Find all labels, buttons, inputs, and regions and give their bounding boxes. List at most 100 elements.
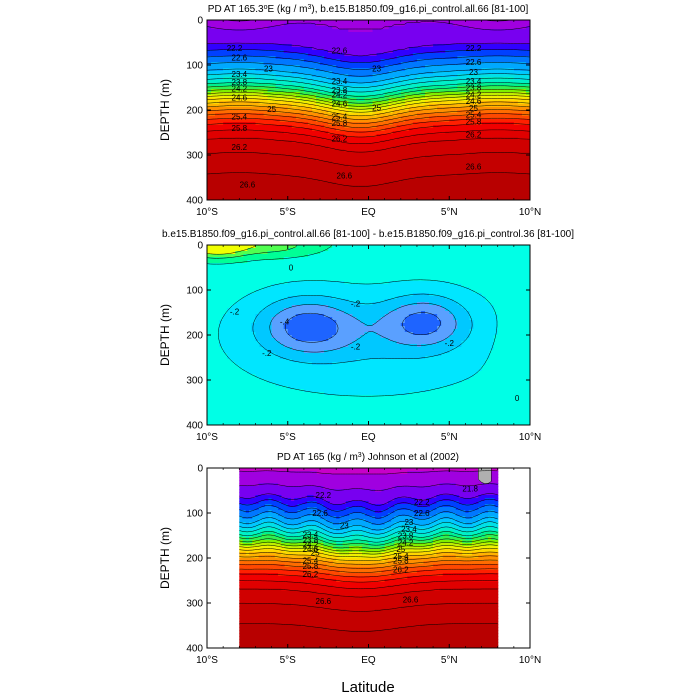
contour-cell <box>408 149 414 153</box>
contour-label: 23.8 <box>332 86 348 95</box>
contour-cell <box>364 158 370 162</box>
contour-cell <box>219 245 224 249</box>
contour-cell <box>384 95 390 99</box>
contour-cell <box>328 131 333 135</box>
contour-cell <box>251 149 257 153</box>
contour-cell <box>416 170 422 174</box>
contour-cell <box>380 185 386 189</box>
contour-cell <box>445 32 450 36</box>
contour-cell <box>328 35 333 39</box>
contour-cell <box>449 128 454 132</box>
contour-cell <box>263 86 269 90</box>
contour-cell <box>356 143 362 147</box>
contour-line <box>207 42 530 57</box>
contour-cell <box>509 20 515 24</box>
contour-cell <box>408 155 414 159</box>
contour-cell <box>372 164 378 168</box>
contour-cell <box>416 95 422 99</box>
contour-cell <box>271 68 277 72</box>
contour-cell <box>481 20 487 24</box>
contour-cell <box>461 146 466 150</box>
contour-cell <box>380 170 386 174</box>
contour-cell <box>404 161 410 165</box>
contour-cell <box>207 158 212 162</box>
contour-cell <box>231 65 236 69</box>
contour-cell <box>324 35 329 39</box>
contour-cell <box>247 176 253 180</box>
contour-cell <box>493 92 499 96</box>
contour-cell <box>251 62 257 66</box>
contour-cell <box>445 20 450 24</box>
contour-cell <box>416 89 422 93</box>
contour-cell <box>243 98 248 102</box>
contour-cell <box>477 119 483 123</box>
contour-cell <box>400 182 406 186</box>
contour-cell <box>384 32 390 36</box>
contour-cell <box>489 155 495 159</box>
contour-cell <box>445 71 450 75</box>
contour-cell <box>320 155 325 159</box>
contour-cell <box>239 104 244 108</box>
contour-cell <box>332 182 337 186</box>
contour-cell <box>231 77 236 81</box>
contour-cell <box>469 95 475 99</box>
contour-cell <box>255 47 261 51</box>
contour-cell <box>433 179 438 183</box>
contour-cell <box>497 122 503 126</box>
contour-cell <box>320 32 325 36</box>
contour-cell <box>481 77 487 81</box>
contour-cell <box>227 143 232 147</box>
contour-cell <box>420 131 426 135</box>
contour-cell <box>227 176 232 180</box>
contour-cell <box>231 161 236 165</box>
contour-cell <box>441 80 446 84</box>
contour-cell <box>441 29 446 33</box>
contour-cell <box>449 122 454 126</box>
contour-cell <box>211 83 216 87</box>
contour-cell <box>420 197 426 200</box>
contour-cell <box>299 134 305 138</box>
contour-cell <box>207 107 212 111</box>
contour-cell <box>320 53 325 57</box>
contour-cell <box>429 116 434 120</box>
contour-cell <box>453 185 458 189</box>
contour-cell <box>324 107 329 111</box>
contour-label: 25.8 <box>466 118 482 127</box>
contour-cell <box>271 23 277 27</box>
contour-cell <box>521 47 527 51</box>
contour-cell <box>392 59 398 63</box>
contour-cell <box>243 191 248 195</box>
contour-cell <box>400 146 406 150</box>
contour-cell <box>239 80 244 84</box>
contour-cell <box>441 146 446 150</box>
contour-cell <box>231 29 236 33</box>
contour-cell <box>433 116 438 120</box>
contour-cell <box>219 56 224 60</box>
contour-cell <box>493 26 499 30</box>
contour-cell <box>485 77 491 81</box>
contour-cell <box>219 179 224 183</box>
contour-cell <box>437 98 442 102</box>
contour-cell <box>449 116 454 120</box>
contour-cell <box>521 122 527 126</box>
contour-cell <box>420 179 426 183</box>
contour-cell <box>320 35 325 39</box>
contour-cell <box>493 140 499 144</box>
contour-cell <box>247 191 253 195</box>
contour-cell <box>356 113 362 117</box>
contour-cell <box>461 86 466 90</box>
contour-label: 22.6 <box>232 53 248 62</box>
contour-cell <box>316 185 321 189</box>
contour-cell <box>453 176 458 180</box>
contour-cell <box>461 158 466 162</box>
contour-cell <box>501 167 507 171</box>
contour-cell <box>429 119 434 123</box>
contour-cell <box>404 29 410 33</box>
contour-cell <box>287 155 293 159</box>
contour-cell <box>364 53 370 57</box>
contour-cell <box>408 107 414 111</box>
contour-label: 24.2 <box>466 90 482 99</box>
contour-cell <box>396 155 402 159</box>
contour-cell <box>356 185 362 189</box>
contour-cell <box>352 131 357 135</box>
